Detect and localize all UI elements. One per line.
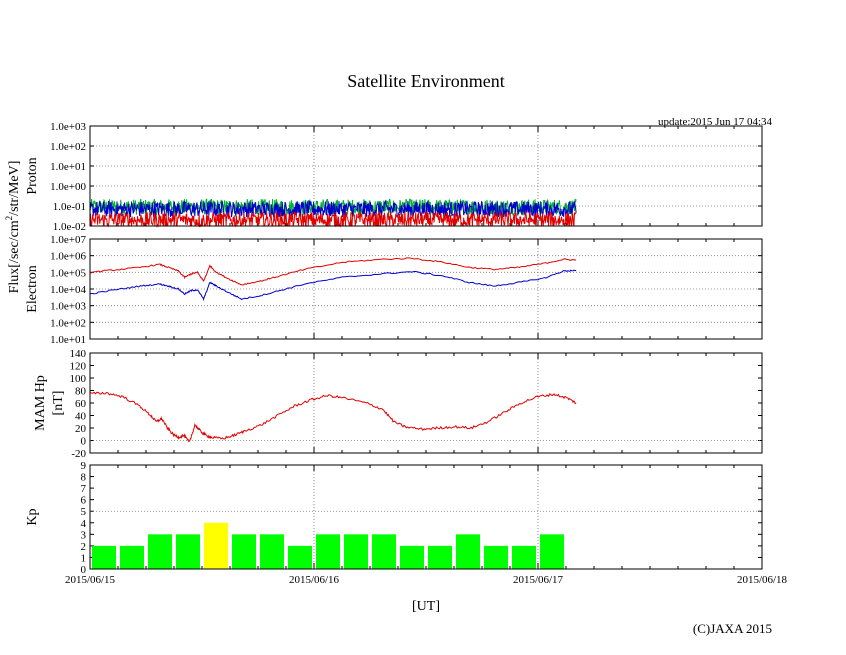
kp-bar	[260, 534, 284, 569]
y-tick-label: 6	[81, 495, 87, 507]
kp-bar	[204, 522, 228, 569]
y-tick-label: 0	[81, 564, 87, 576]
kp-bar	[428, 545, 452, 569]
y-tick-label: 2	[81, 541, 87, 553]
kp-bar	[120, 545, 144, 569]
y-tick-label: 9	[81, 460, 87, 472]
kp-bar	[540, 534, 564, 569]
y-axis-label: Kp	[25, 508, 40, 525]
y-tick-label: 1.0e+03	[50, 301, 86, 313]
y-tick-label: 8	[81, 472, 87, 484]
y-axis-label: Proton	[25, 157, 40, 194]
y-tick-label: 140	[70, 348, 87, 360]
series-line-red	[89, 257, 577, 286]
y-tick-label: 4	[81, 518, 87, 530]
y-tick-label: 120	[70, 361, 87, 373]
x-axis-tick-labels: 2015/06/15 2015/06/16 2015/06/17 2015/06/18	[65, 574, 788, 586]
panel-proton: 1.0e+03 1.0e+02 1.0e+01 1.0e+00 1.0e-01 1.0e-…	[25, 121, 763, 233]
y-tick-label: 1.0e+03	[50, 121, 86, 133]
y-tick-label: 80	[75, 386, 87, 398]
kp-bar	[92, 545, 116, 569]
kp-bar	[456, 534, 480, 569]
series-line-red	[89, 391, 577, 442]
y-tick-label: 1.0e+07	[50, 234, 86, 246]
panel-frame	[89, 125, 763, 227]
series-line-red	[89, 210, 577, 228]
y-tick-label: 1.0e+04	[50, 284, 86, 296]
y-tick-label: 1.0e-01	[53, 201, 86, 213]
y-tick-label: 1.0e+05	[50, 267, 86, 279]
y-tick-label: -20	[71, 448, 86, 460]
kp-bar	[148, 534, 172, 569]
y-tick-label: 1.0e+01	[50, 161, 86, 173]
x-axis-label: [UT]	[412, 599, 440, 614]
kp-bar	[316, 534, 340, 569]
kp-bar	[344, 534, 368, 569]
y-tick-label: 1.0e+02	[50, 141, 86, 153]
y-tick-label: 0	[81, 436, 87, 448]
y-tick-label: 1.0e+02	[50, 317, 86, 329]
x-tick-label: 2015/06/18	[737, 574, 788, 586]
y-tick-label: 40	[75, 411, 87, 423]
y-axis-unit-label: [nT]	[51, 391, 66, 416]
y-tick-label: 1.0e-02	[53, 221, 86, 233]
y-tick-label: 20	[75, 423, 87, 435]
panel-frame	[89, 464, 763, 570]
y-tick-label: 100	[70, 373, 87, 385]
panel-electron: 1.0e+07 1.0e+06 1.0e+05 1.0e+04 1.0e+03 1.0e+…	[25, 234, 763, 346]
series-line-blue	[89, 199, 577, 219]
panel-frame	[89, 238, 763, 340]
panel-frame	[89, 352, 763, 454]
y-tick-label: 3	[81, 529, 87, 541]
y-tick-label: 1.0e+00	[50, 181, 86, 193]
y-tick-label: 60	[75, 398, 87, 410]
y-tick-label: 1	[81, 552, 87, 564]
kp-bar	[232, 534, 256, 569]
y-tick-label: 5	[81, 506, 87, 518]
y-tick-label: 7	[81, 483, 87, 495]
flux-axis-label: Flux[/sec/cm2/str/MeV]	[4, 161, 22, 294]
chart-title: Satellite Environment	[347, 71, 504, 91]
kp-bar	[288, 545, 312, 569]
kp-bar	[400, 545, 424, 569]
kp-bar	[484, 545, 508, 569]
x-tick-label: 2015/06/16	[289, 574, 340, 586]
y-axis-label: Electron	[25, 265, 40, 312]
y-tick-label: 1.0e+01	[50, 334, 86, 346]
y-tick-label: 1.0e+06	[50, 251, 86, 263]
x-tick-label: 2015/06/17	[513, 574, 564, 586]
x-tick-label: 2015/06/15	[65, 574, 116, 586]
kp-bar	[176, 534, 200, 569]
series-line-blue	[89, 269, 577, 302]
kp-bar	[512, 545, 536, 569]
kp-bar	[372, 534, 396, 569]
y-axis-label: MAM Hp	[33, 375, 48, 431]
plot-panels: 1.0e+03 1.0e+02 1.0e+01 1.0e+00 1.0e-01 1.0e-…	[25, 121, 763, 576]
copyright-text: (C)JAXA 2015	[693, 621, 772, 636]
update-timestamp: update:2015 Jun 17 04:34	[658, 116, 772, 128]
